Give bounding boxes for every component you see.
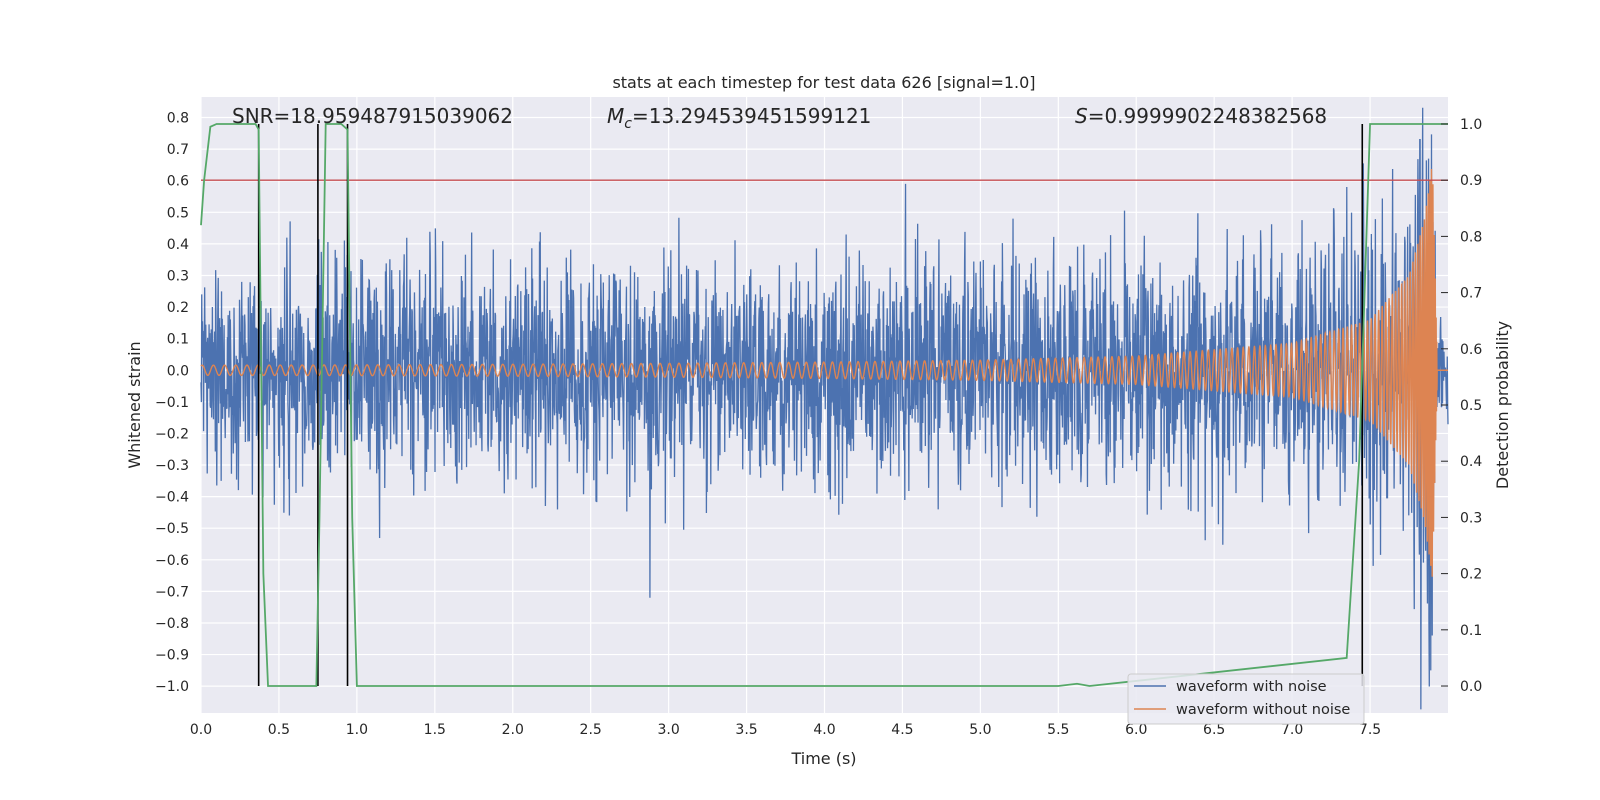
x-tick-label: 5.5 [1047,722,1069,738]
left-y-tick-label: −0.4 [155,490,189,506]
x-tick-label: 4.0 [813,722,835,738]
left-y-tick-label: −0.7 [155,584,189,600]
x-tick-label: 1.0 [346,722,368,738]
x-tick-label: 6.0 [1125,722,1147,738]
x-tick-label: 0.5 [268,722,290,738]
left-y-tick-label: 0.1 [167,332,189,348]
x-axis-ticks: 0.0 0.5 1.0 1.5 2.0 2.5 3.0 3.5 4.0 4.5 5.0 5.5 6.0 6… [190,722,1381,738]
score-symbol: S [1075,104,1088,128]
clean-waveform-line [200,169,1448,577]
chart-title: stats at each timestep for test data 626… [612,73,1035,92]
left-y-tick-label: −0.5 [155,521,189,537]
left-y-axis-ticks: 0.8 0.7 0.6 0.5 0.4 0.3 0.2 0.1 0.0 −0.1 −0.2 −0.3 −… [155,111,189,696]
chirp-mass-symbol: M [607,104,624,128]
right-y-tick-label: 0.7 [1460,286,1482,302]
left-y-tick-label: 0.5 [167,205,189,221]
left-y-tick-label: 0.3 [167,268,189,284]
left-y-tick-label: 0.7 [167,142,189,158]
right-y-tick-label: 0.8 [1460,229,1482,245]
legend-box [1127,673,1365,725]
score-annotation: S=0.9999902248382568 [1075,104,1327,128]
chirp-mass-annotation: Mc=13.294539451599121 [607,104,871,132]
left-y-tick-label: 0.0 [167,363,189,379]
chirp-mass-value: =13.294539451599121 [632,104,871,128]
x-tick-label: 2.5 [580,722,602,738]
x-tick-label: 3.5 [735,722,757,738]
left-y-tick-label: −1.0 [155,679,189,695]
noisy-waveform-line [200,107,1449,710]
right-y-axis-label: Detection probability [1493,321,1512,489]
x-tick-label: 4.5 [891,722,913,738]
snr-annotation: SNR=18.959487915039062 [232,104,513,128]
right-y-tick-label: 0.1 [1460,623,1482,639]
legend-label-noisy: waveform with noise [1176,679,1327,695]
left-y-tick-label: −0.3 [155,458,189,474]
x-axis-label: Time (s) [790,749,856,768]
right-y-tick-label: 0.6 [1460,342,1482,358]
x-tick-label: 3.0 [657,722,679,738]
x-tick-label: 2.0 [502,722,524,738]
left-y-tick-label: 0.8 [167,111,189,127]
legend-label-clean: waveform without noise [1176,702,1350,718]
detection-probability-line [200,123,1448,687]
left-y-tick-label: −0.9 [155,648,189,664]
right-y-tick-label: 0.4 [1460,454,1482,470]
x-tick-label: 6.5 [1203,722,1225,738]
right-y-tick-label: 0.0 [1460,679,1482,695]
x-tick-label: 7.5 [1359,722,1381,738]
x-tick-label: 5.0 [969,722,991,738]
legend: waveform with noise waveform without noi… [1127,673,1365,725]
left-y-tick-label: 0.4 [167,237,189,253]
left-y-tick-label: −0.8 [155,616,189,632]
plot-area [200,107,1449,710]
right-y-axis-ticks: 1.0 0.9 0.8 0.7 0.6 0.5 0.4 0.3 0.2 0.1 0.0 [1441,117,1482,695]
x-tick-label: 0.0 [190,722,212,738]
right-y-tick-label: 0.5 [1460,398,1482,414]
right-y-tick-label: 0.3 [1460,510,1482,526]
right-y-tick-label: 0.2 [1460,567,1482,583]
right-y-tick-label: 1.0 [1460,117,1482,133]
score-value: =0.9999902248382568 [1088,104,1327,128]
right-y-tick-label: 0.9 [1460,173,1482,189]
left-y-tick-label: −0.2 [155,426,189,442]
x-tick-label: 7.0 [1281,722,1303,738]
x-tick-label: 1.5 [424,722,446,738]
left-y-tick-label: 0.6 [167,174,189,190]
chirp-mass-subscript: c [624,116,632,132]
left-y-axis-label: Whitened strain [125,341,144,468]
left-y-tick-label: −0.1 [155,395,189,411]
left-y-tick-label: −0.6 [155,553,189,569]
left-y-tick-label: 0.2 [167,300,189,316]
